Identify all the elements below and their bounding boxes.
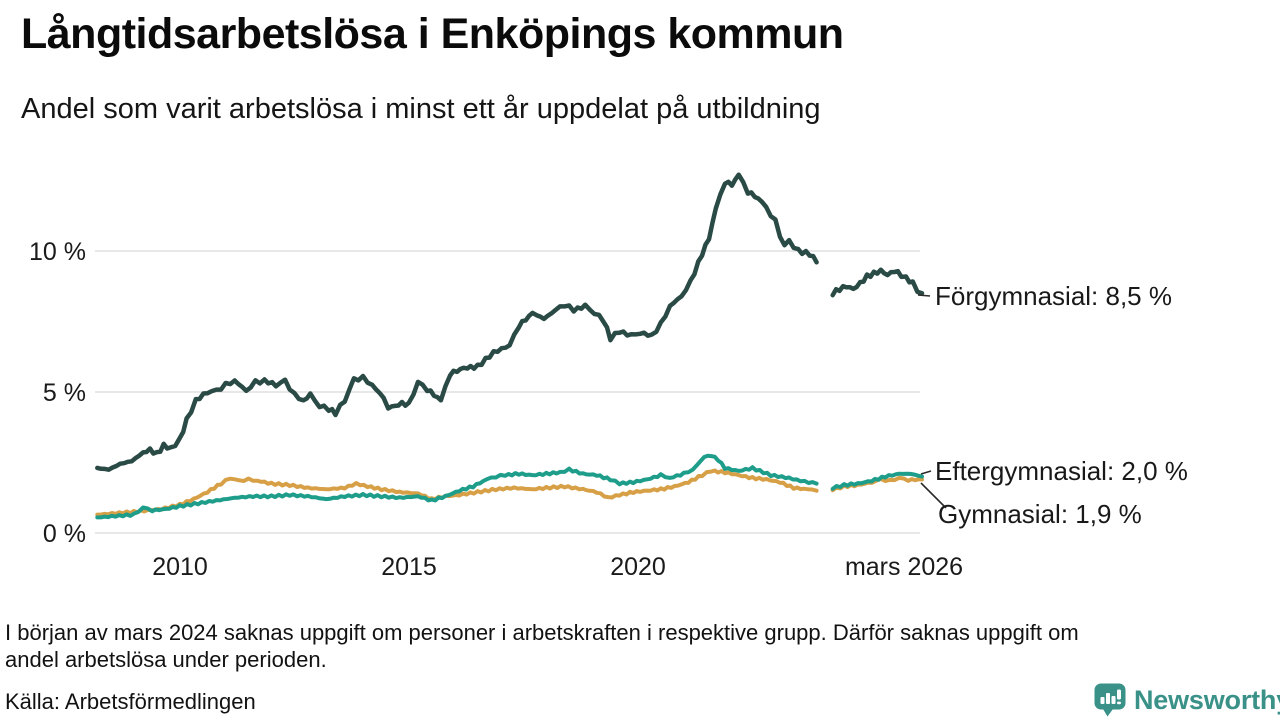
y-axis-label-5: 5 %: [42, 379, 86, 407]
source-label: Källa: Arbetsförmedlingen: [5, 689, 256, 714]
newsworthy-logo-text: Newsworthy: [1134, 684, 1280, 715]
series-line-eftergymnasial-seg2: [830, 471, 924, 491]
gridlines: [95, 250, 920, 534]
x-axis-label-2010: 2010: [152, 553, 208, 581]
newsworthy-logo[interactable]: Newsworthy: [1094, 683, 1280, 717]
series-line-eftergymnasial-seg1: [95, 453, 819, 520]
footnote-line-2: andel arbetslösa under perioden.: [5, 647, 327, 672]
page-title: Långtidsarbetslösa i Enköpings kommun: [21, 10, 844, 58]
footnote-line-1: I början av mars 2024 saknas uppgift om …: [5, 620, 1079, 645]
x-axis-label-mars-2026: mars 2026: [844, 553, 964, 581]
x-axis-label-2015: 2015: [381, 553, 437, 581]
series-line-gymnasial-seg1: [95, 468, 819, 517]
x-axis-label-2020: 2020: [610, 553, 666, 581]
leader-line-eftergymnasial: [920, 470, 932, 475]
leader-line-forgymnasial: [917, 294, 931, 297]
series-line-gymnasial-seg2: [830, 475, 924, 493]
footnote: I början av mars 2024 saknas uppgift om …: [5, 619, 1079, 673]
newsworthy-logo-icon: [1094, 683, 1126, 717]
series-line-förgymnasial-seg2: [830, 267, 925, 298]
page-subtitle: Andel som varit arbetslösa i minst ett å…: [21, 93, 821, 125]
y-axis-label-10: 10 %: [29, 238, 86, 266]
series-end-label-eftergymnasial: Eftergymnasial: 2,0 %: [935, 456, 1188, 486]
series-end-label-gymnasial: Gymnasial: 1,9 %: [938, 499, 1142, 529]
series-end-label-forgymnasial: Förgymnasial: 8,5 %: [935, 281, 1172, 311]
series-line-förgymnasial-seg1: [95, 172, 819, 472]
y-axis-label-0: 0 %: [42, 520, 86, 548]
series-lines: [95, 172, 925, 520]
